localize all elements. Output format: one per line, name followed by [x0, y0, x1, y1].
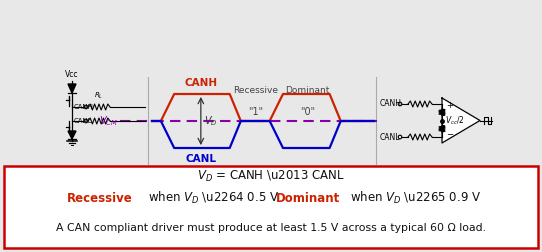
Text: Vcc: Vcc	[65, 70, 79, 79]
Text: CANL: CANL	[74, 118, 93, 124]
Polygon shape	[68, 131, 76, 139]
Text: Recessive: Recessive	[233, 86, 278, 95]
Text: $R_L$: $R_L$	[94, 91, 104, 101]
Text: $V_D$ = CANH \u2013 CANL: $V_D$ = CANH \u2013 CANL	[197, 168, 345, 183]
Text: CANH: CANH	[380, 100, 402, 109]
Text: "1": "1"	[248, 107, 263, 117]
Polygon shape	[442, 98, 480, 143]
Text: $V_{CM}$: $V_{CM}$	[99, 114, 118, 128]
Text: A CAN compliant driver must produce at least 1.5 V across a typical 60 Ω load.: A CAN compliant driver must produce at l…	[56, 223, 486, 233]
FancyBboxPatch shape	[4, 166, 538, 248]
Text: −: −	[446, 131, 453, 140]
Text: Recessive: Recessive	[67, 192, 133, 205]
Polygon shape	[68, 84, 76, 93]
Text: Dominant: Dominant	[276, 192, 340, 205]
Text: Dominant: Dominant	[285, 86, 330, 95]
Text: CANL: CANL	[380, 133, 401, 142]
Text: +: +	[446, 102, 453, 110]
Text: $V_D$: $V_D$	[204, 114, 217, 128]
Text: $V_{cc}/2$: $V_{cc}/2$	[445, 114, 464, 127]
Text: "0": "0"	[300, 107, 315, 117]
Text: when $V_D$ \u2264 0.5 V: when $V_D$ \u2264 0.5 V	[148, 190, 279, 206]
Text: CANH: CANH	[184, 78, 217, 88]
Text: when $V_D$ \u2265 0.9 V: when $V_D$ \u2265 0.9 V	[350, 190, 481, 206]
Text: CANH: CANH	[74, 104, 94, 110]
Text: CANL: CANL	[185, 154, 216, 164]
